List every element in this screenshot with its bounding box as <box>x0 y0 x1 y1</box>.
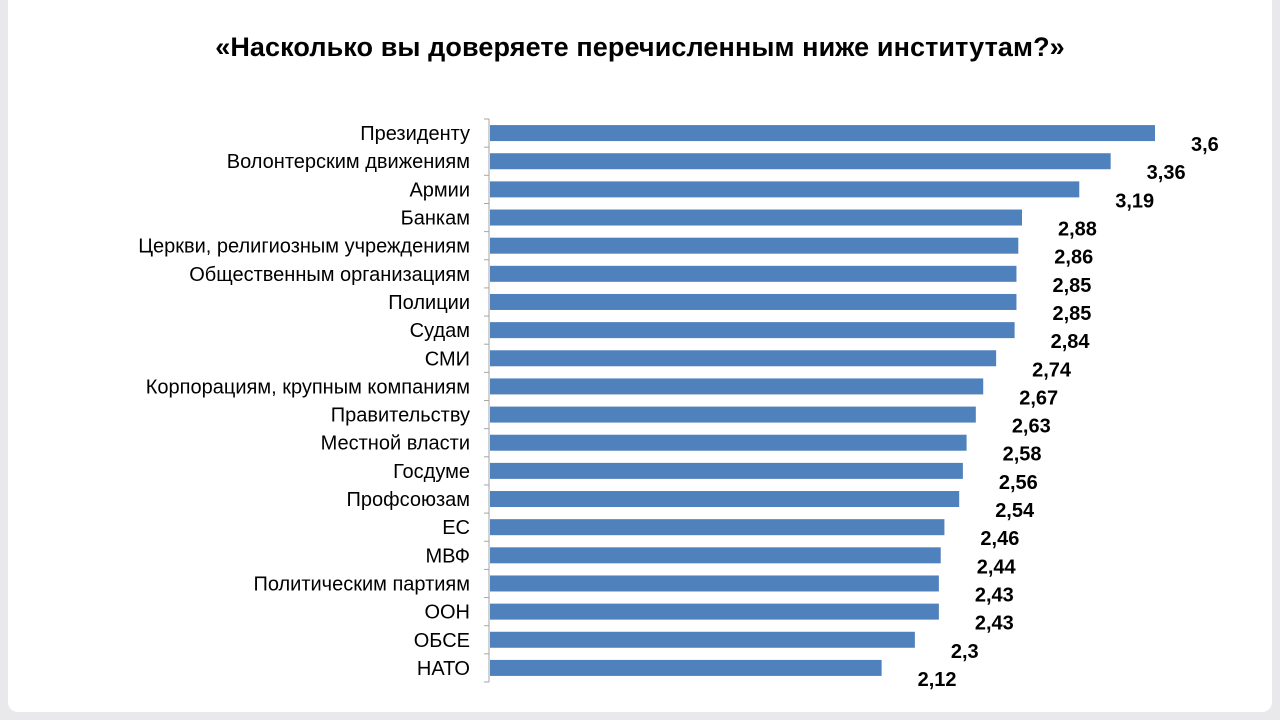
value-label: 2,46 <box>980 528 1019 550</box>
category-label: ООН <box>424 602 470 624</box>
bar <box>490 547 941 564</box>
category-label: Общественным организациям <box>189 264 470 286</box>
category-label: Корпорациям, крупным компаниям <box>146 376 470 398</box>
value-label: 2,85 <box>1052 275 1091 297</box>
category-label: СМИ <box>425 348 470 370</box>
value-label: 2,44 <box>977 556 1017 578</box>
bar <box>490 434 967 451</box>
value-labels: 3,63,36 3,19 2,88 2,86 2,85 2,85 2,84 2,74 2,67 2… <box>918 134 1219 691</box>
category-label: Профсоюзам <box>347 489 470 511</box>
category-label: ЕС <box>442 517 470 539</box>
value-label: 2,56 <box>999 472 1038 494</box>
category-label: Госдуме <box>393 461 470 483</box>
bar <box>490 575 939 592</box>
bar <box>490 378 984 395</box>
category-label: ОБСЕ <box>414 630 470 652</box>
chart-title: «Насколько вы доверяете перечисленным ни… <box>215 32 1065 62</box>
value-label: 2,43 <box>975 613 1014 635</box>
value-label: 2,3 <box>951 641 979 663</box>
value-label: 2,86 <box>1054 247 1093 269</box>
bar <box>490 462 963 479</box>
bars <box>490 125 1155 676</box>
category-label: Волонтерским движениям <box>227 151 470 173</box>
bar <box>490 603 939 620</box>
bar <box>490 659 882 676</box>
value-label: 2,54 <box>995 500 1035 522</box>
bar <box>490 631 915 648</box>
category-label: Местной власти <box>321 433 470 455</box>
bar <box>490 322 1015 339</box>
category-label: Правительству <box>331 405 470 427</box>
category-axis-ticks <box>484 118 489 683</box>
value-label: 2,12 <box>918 669 957 691</box>
category-label: Церкви, религиозным учреждениям <box>138 236 470 258</box>
value-label: 3,6 <box>1191 134 1219 156</box>
category-label: Банкам <box>401 208 470 230</box>
value-label: 2,88 <box>1058 219 1097 241</box>
bar <box>490 237 1019 254</box>
value-label: 2,74 <box>1032 359 1072 381</box>
bar <box>490 153 1111 170</box>
category-label: Судам <box>410 320 470 342</box>
value-label: 3,19 <box>1115 190 1154 212</box>
value-label: 2,58 <box>1003 444 1042 466</box>
value-label: 2,43 <box>975 584 1014 606</box>
category-label: НАТО <box>417 658 470 680</box>
bar <box>490 265 1017 282</box>
bar <box>490 406 976 423</box>
category-label: Армии <box>409 179 470 201</box>
category-label: Полиции <box>388 292 470 314</box>
value-label: 2,63 <box>1012 416 1051 438</box>
bar <box>490 491 960 508</box>
value-label: 2,84 <box>1051 331 1091 353</box>
bar <box>490 209 1022 226</box>
bar <box>490 181 1080 198</box>
category-label: Политическим партиям <box>253 573 470 595</box>
category-label: МВФ <box>425 545 470 567</box>
bar <box>490 350 997 367</box>
category-label: Президенту <box>360 123 470 145</box>
value-label: 3,36 <box>1147 162 1186 184</box>
value-label: 2,67 <box>1019 387 1058 409</box>
value-label: 2,85 <box>1052 303 1091 325</box>
bar <box>490 125 1155 142</box>
category-labels: Президенту Волонтерским движениям Армии Бан… <box>138 123 470 680</box>
bar <box>490 293 1017 310</box>
bar <box>490 519 945 536</box>
